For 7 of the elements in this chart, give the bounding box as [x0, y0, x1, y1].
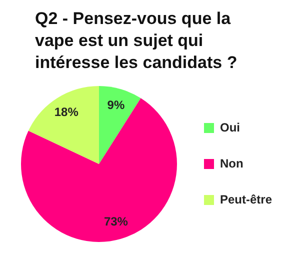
data-label: 9% [107, 98, 125, 112]
data-label: 73% [104, 214, 128, 229]
legend-label: Peut-être [220, 192, 272, 206]
legend-label: Non [220, 156, 244, 170]
legend-label: Oui [220, 120, 240, 134]
chart-title: Q2 - Pensez-vous que la vape est un sujet qui intéresse les candidats ? [35, 8, 238, 74]
data-label: 18% [54, 104, 79, 119]
